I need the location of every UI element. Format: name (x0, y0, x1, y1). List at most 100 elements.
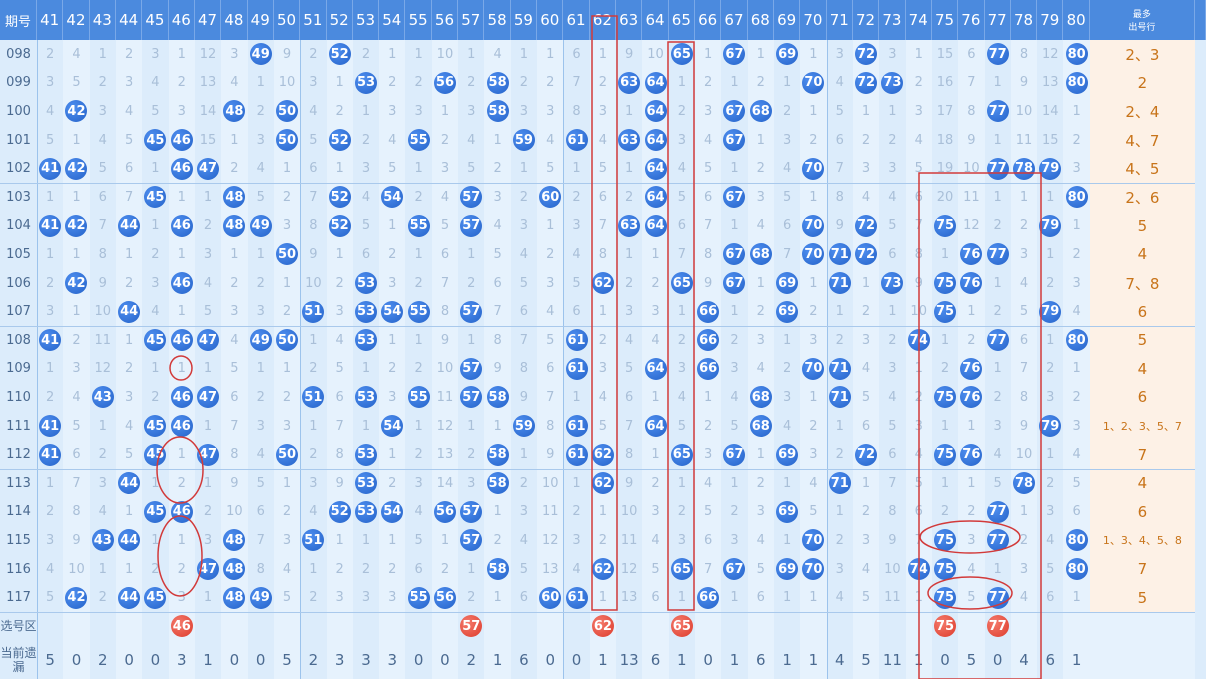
cell: 75 (932, 383, 958, 412)
cell: 4 (598, 389, 608, 405)
cell: 46 (169, 498, 195, 527)
cell: 5 (730, 418, 739, 434)
ball: 48 (223, 529, 246, 552)
cell: 1 (414, 332, 423, 348)
cell: 3 (888, 161, 897, 177)
cell: 7 (493, 304, 502, 320)
selected-ball: 65 (670, 615, 693, 638)
ball: 57 (460, 500, 483, 523)
cell: 3 (1019, 246, 1029, 262)
most-row: 7 (1089, 440, 1195, 469)
ball: 75 (934, 558, 957, 581)
cell: 80 (1063, 183, 1089, 212)
cell: 5 (888, 418, 897, 434)
ball: 79 (1039, 415, 1062, 438)
cell: 2 (546, 246, 555, 262)
current-missing: 0 (124, 650, 134, 669)
cell: 5 (46, 590, 55, 606)
cell: 75 (932, 269, 958, 298)
cell: 7 (914, 532, 923, 548)
cell: 76 (958, 269, 984, 298)
ball: 70 (802, 157, 825, 180)
cell: 5 (203, 304, 213, 320)
ball: 67 (723, 558, 746, 581)
cell: 74 (906, 326, 932, 355)
ball: 74 (907, 329, 930, 352)
cell: 3 (572, 218, 581, 234)
ball: 61 (565, 443, 588, 466)
ball: 57 (460, 386, 483, 409)
cell: 7 (440, 275, 450, 291)
issue-label: 110 (6, 389, 31, 405)
cell: 2 (993, 304, 1002, 320)
cell: 2 (282, 189, 292, 205)
cell: 4 (151, 75, 160, 91)
header-number: 43 (89, 0, 116, 40)
ball: 46 (170, 329, 193, 352)
current-missing: 6 (756, 650, 766, 669)
header-number: 70 (800, 0, 827, 40)
cell: 72 (853, 440, 879, 469)
current-missing: 1 (1071, 650, 1082, 669)
cell: 5 (151, 103, 160, 119)
cell: 5 (809, 504, 818, 520)
cell: 8 (835, 189, 844, 205)
cell: 6 (888, 447, 897, 463)
column-stripe (879, 40, 906, 679)
cell: 1 (598, 46, 608, 62)
cell: 3 (177, 103, 186, 119)
most-row: 5 (1089, 211, 1195, 241)
cell: 1 (493, 590, 502, 606)
ball: 41 (39, 415, 62, 438)
most-row: 5 (1089, 326, 1195, 355)
cell: 5 (546, 332, 555, 348)
header-number: 49 (247, 0, 274, 40)
cell: 2 (1072, 246, 1081, 262)
ball: 76 (960, 357, 983, 380)
cell: 80 (1063, 40, 1089, 69)
cell: 1 (677, 75, 686, 91)
current-missing: 6 (1045, 650, 1056, 669)
current-missing: 11 (882, 650, 902, 669)
cell: 5 (704, 504, 713, 520)
cell: 1 (730, 304, 739, 320)
cell: 1 (546, 218, 555, 234)
cell: 52 (327, 40, 353, 69)
cell: 2 (440, 561, 450, 577)
cell: 2 (414, 361, 423, 377)
cell: 71 (827, 383, 853, 412)
cell: 1 (809, 590, 818, 606)
header-number: 73 (879, 0, 906, 40)
column-stripe (431, 40, 459, 679)
issue-label: 107 (6, 304, 31, 320)
cell: 1 (230, 246, 239, 262)
cell: 1 (46, 475, 55, 491)
cell: 2 (467, 590, 476, 606)
cell: 6 (309, 161, 318, 177)
issue-label: 100 (6, 103, 31, 119)
cell: 1 (309, 561, 318, 577)
cell: 6 (914, 189, 923, 205)
cell: 51 (300, 297, 326, 326)
cell: 75 (932, 555, 958, 584)
cell: 1 (309, 332, 318, 348)
cell: 66 (695, 583, 721, 612)
cell: 4 (651, 332, 660, 348)
cell: 1 (124, 561, 134, 577)
cell: 2 (151, 246, 160, 262)
cell: 2 (967, 332, 976, 348)
ball: 80 (1065, 529, 1088, 552)
ball: 51 (302, 529, 325, 552)
ball: 72 (855, 443, 878, 466)
cell: 44 (116, 212, 142, 241)
cell: 2 (414, 189, 423, 205)
cell: 5 (914, 475, 923, 491)
cell: 48 (221, 212, 247, 241)
cell: 69 (774, 297, 800, 326)
cell: 7 (967, 75, 976, 91)
cell: 4 (1072, 304, 1081, 320)
cell: 1 (835, 504, 844, 520)
cell: 1 (151, 161, 160, 177)
cell: 45 (142, 126, 168, 155)
cell: 4 (914, 447, 923, 463)
